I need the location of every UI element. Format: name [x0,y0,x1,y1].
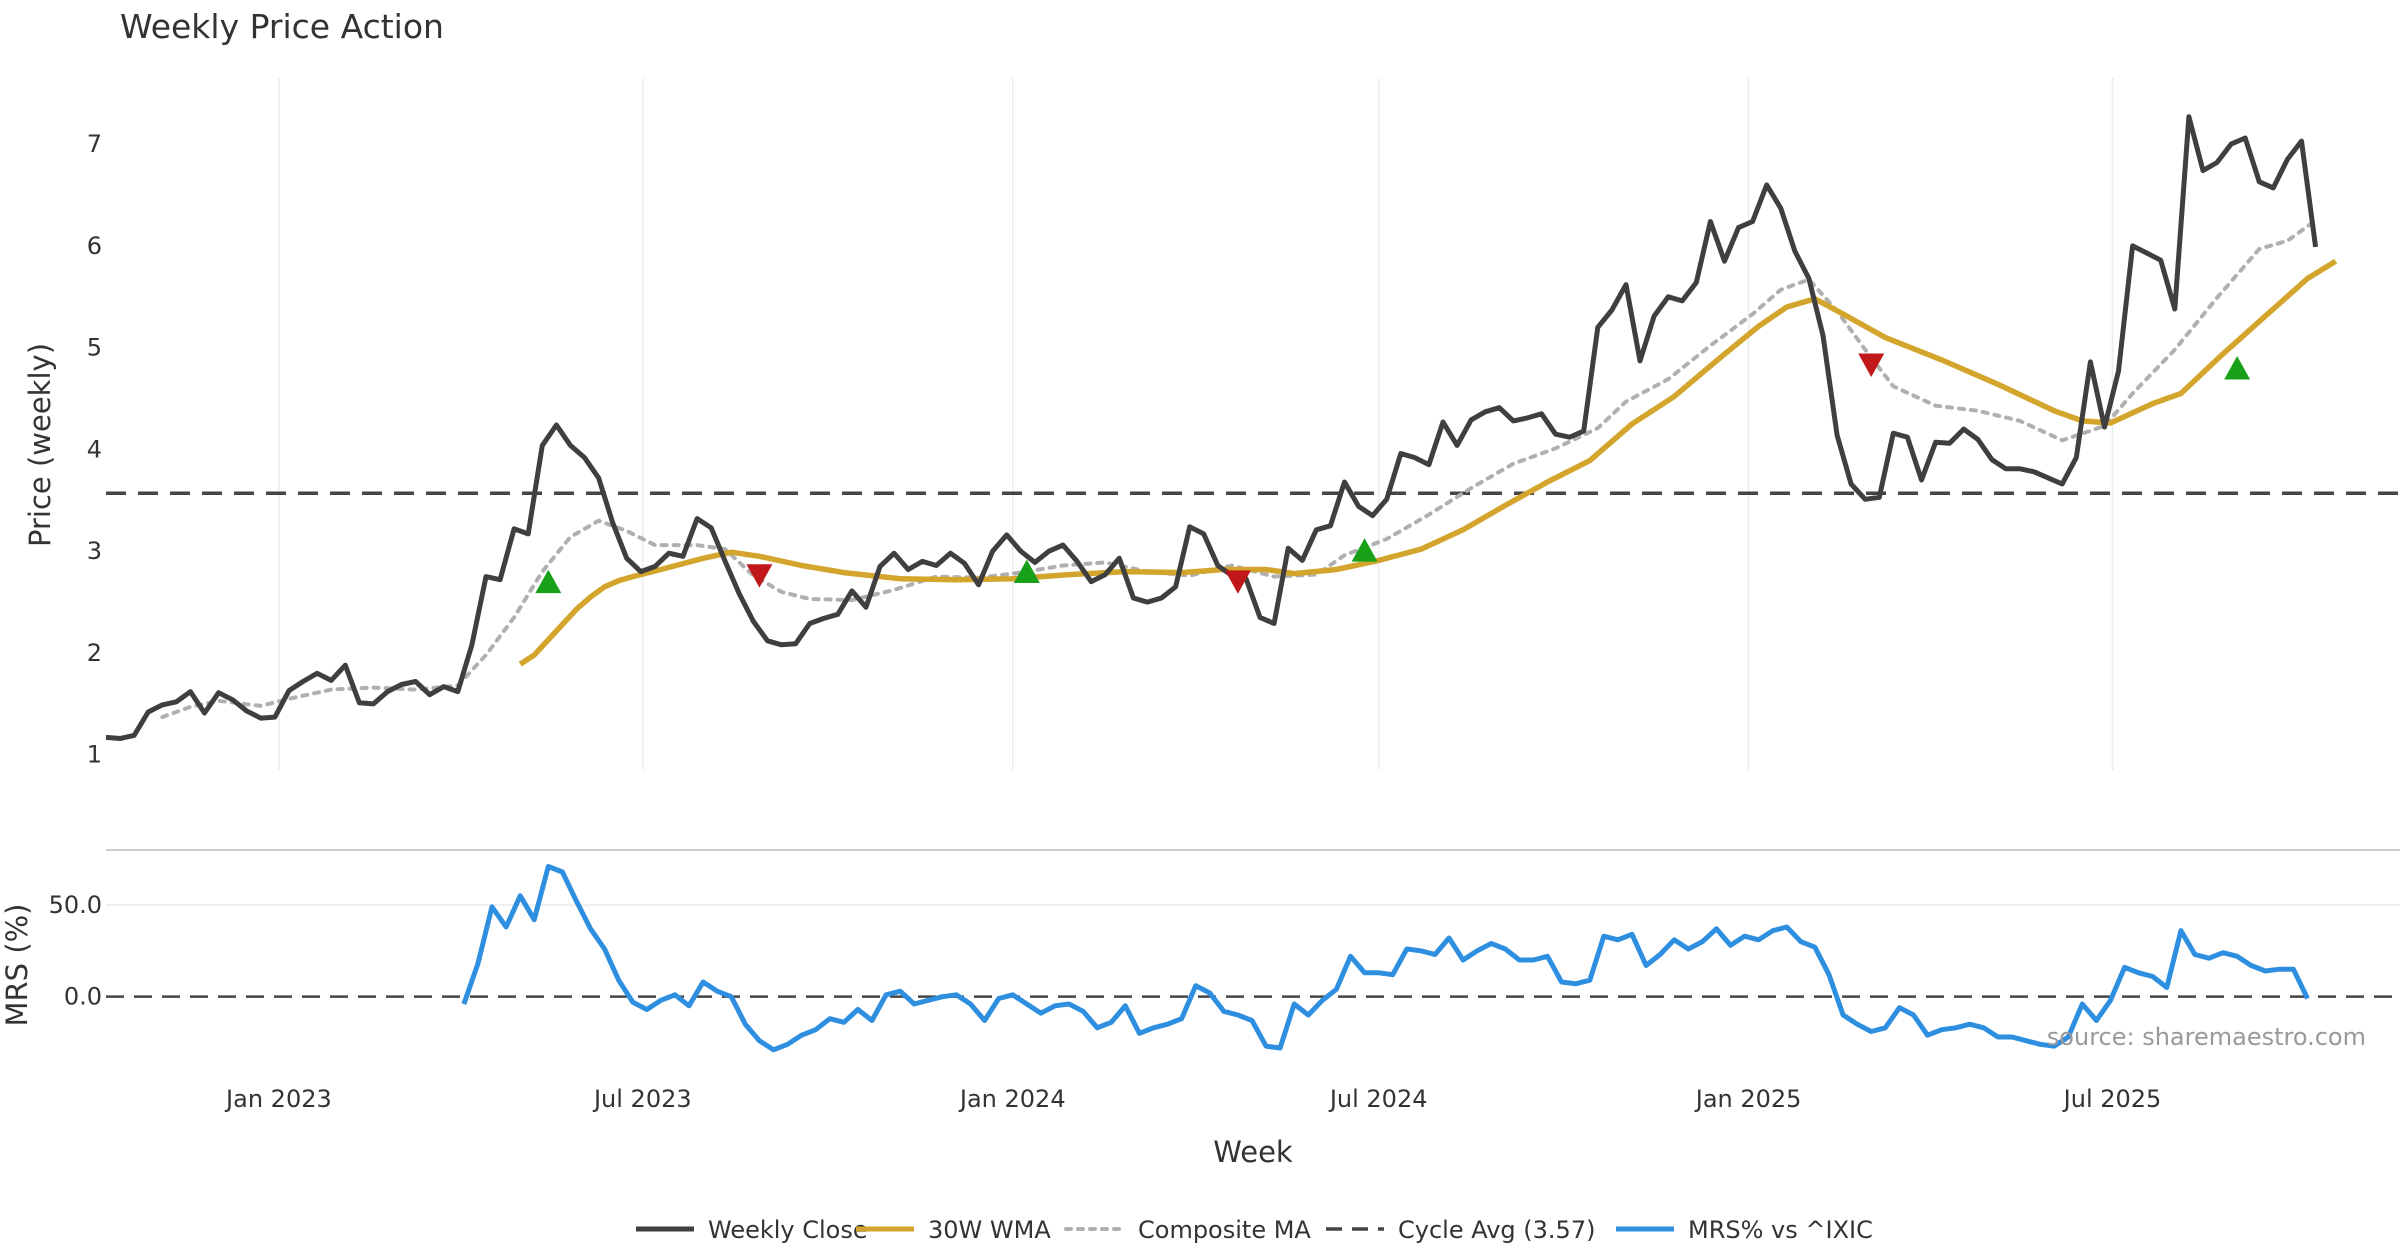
sell-signal-marker-6 [1858,353,1885,377]
legend-item-composite-ma: Composite MA [1064,1216,1311,1244]
mrs-y-ticks: 0.0 50.0 [49,891,102,1011]
legend-label-30w-wma: 30W WMA [928,1216,1051,1244]
price-panel: 1 2 3 4 5 6 7 Price (weekly) [23,78,2400,770]
x-tick-jul-2025: Jul 2025 [2062,1085,2162,1113]
legend-item-cycle-avg-3-57: Cycle Avg (3.57) [1326,1216,1595,1244]
legend-item-30w-wma: 30W WMA [856,1216,1051,1244]
price-y-tick-6: 6 [87,232,102,260]
signal-markers [535,353,2251,594]
wma-30w-line [518,258,2338,667]
sell-signal-marker-4 [1224,570,1251,594]
legend-label-composite-ma: Composite MA [1138,1216,1311,1244]
mrs-line [461,864,2310,1053]
buy-signal-marker-3 [1013,559,1040,583]
buy-signal-marker-1 [535,569,562,594]
x-tick-jul-2023: Jul 2023 [592,1085,692,1113]
mrs-y-tick-0: 0.0 [64,983,102,1011]
chart-title: Weekly Price Action [120,7,444,46]
legend-item-mrs-vs-ixic: MRS% vs ^IXIC [1616,1216,1873,1244]
price-y-tick-5: 5 [87,334,102,362]
weekly-close-line [105,114,2319,741]
mrs-y-tick-50: 50.0 [49,891,102,919]
legend-label-cycle-avg-3-57: Cycle Avg (3.57) [1398,1216,1595,1244]
price-y-tick-4: 4 [87,435,102,463]
legend: Weekly Close 30W WMA Composite MA Cycle Avg… [636,1216,1873,1244]
price-y-tick-1: 1 [87,741,102,769]
source-annotation: source: sharemaestro.com [2047,1023,2366,1051]
x-tick-jul-2024: Jul 2024 [1328,1085,1428,1113]
x-axis-label: Week [1213,1135,1293,1169]
x-tick-jan-2023: Jan 2023 [224,1085,332,1113]
mrs-y-axis-label: MRS (%) [0,904,34,1027]
buy-signal-marker-7 [2224,356,2251,380]
legend-item-weekly-close: Weekly Close [636,1216,868,1244]
sell-signal-marker-2 [746,564,773,588]
x-axis-ticks: Jan 2023 Jul 2023 Jan 2024 Jul 2024 Jan 2025… [224,1085,2161,1113]
x-tick-jan-2025: Jan 2025 [1694,1085,1802,1113]
legend-label-weekly-close: Weekly Close [708,1216,868,1244]
buy-signal-marker-5 [1351,538,1378,562]
mrs-panel: 0.0 50.0 MRS (%) source: sharemaestro.com [0,849,2400,1053]
price-y-tick-2: 2 [87,639,102,667]
x-tick-jan-2024: Jan 2024 [958,1085,1066,1113]
composite-ma-line [160,218,2318,720]
legend-label-mrs-vs-ixic: MRS% vs ^IXIC [1688,1216,1873,1244]
price-y-ticks: 1 2 3 4 5 6 7 [87,130,102,769]
price-y-tick-3: 3 [87,537,102,565]
price-y-axis-label: Price (weekly) [23,343,57,547]
price-y-tick-7: 7 [87,130,102,158]
